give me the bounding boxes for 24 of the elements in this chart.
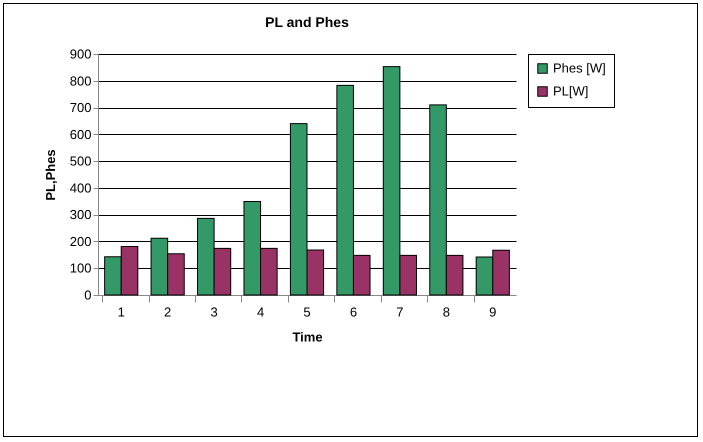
x-tick-label: 4 [256, 304, 264, 320]
y-tick-label: 900 [70, 46, 92, 62]
legend-label: PL[W] [553, 84, 588, 98]
x-tick-label: 5 [303, 304, 311, 320]
y-tick-label: 0 [84, 288, 92, 302]
legend-label: Phes [W] [553, 60, 606, 76]
y-tick-label: 500 [70, 154, 92, 169]
y-tick-label: 200 [70, 234, 92, 249]
y-tick-label: 400 [70, 180, 92, 196]
x-tick-label: 9 [489, 304, 496, 320]
x-tick-label: 1 [118, 304, 125, 320]
chart-title: PL and Phes [265, 14, 350, 30]
y-tick-label: 300 [70, 207, 92, 222]
y-tick-label: 100 [70, 260, 92, 276]
x-tick-label: 2 [164, 304, 172, 320]
x-tick-label: 8 [442, 304, 450, 320]
x-tick-label: 3 [210, 304, 218, 320]
x-tick-label: 7 [396, 304, 404, 320]
y-axis-title: PL,Phes [42, 149, 58, 201]
y-tick-label: 800 [70, 73, 92, 88]
x-axis-title: Time [292, 330, 323, 344]
y-tick-label: 600 [70, 126, 92, 142]
x-tick-label: 6 [350, 304, 358, 320]
y-tick-label: 700 [70, 100, 92, 116]
